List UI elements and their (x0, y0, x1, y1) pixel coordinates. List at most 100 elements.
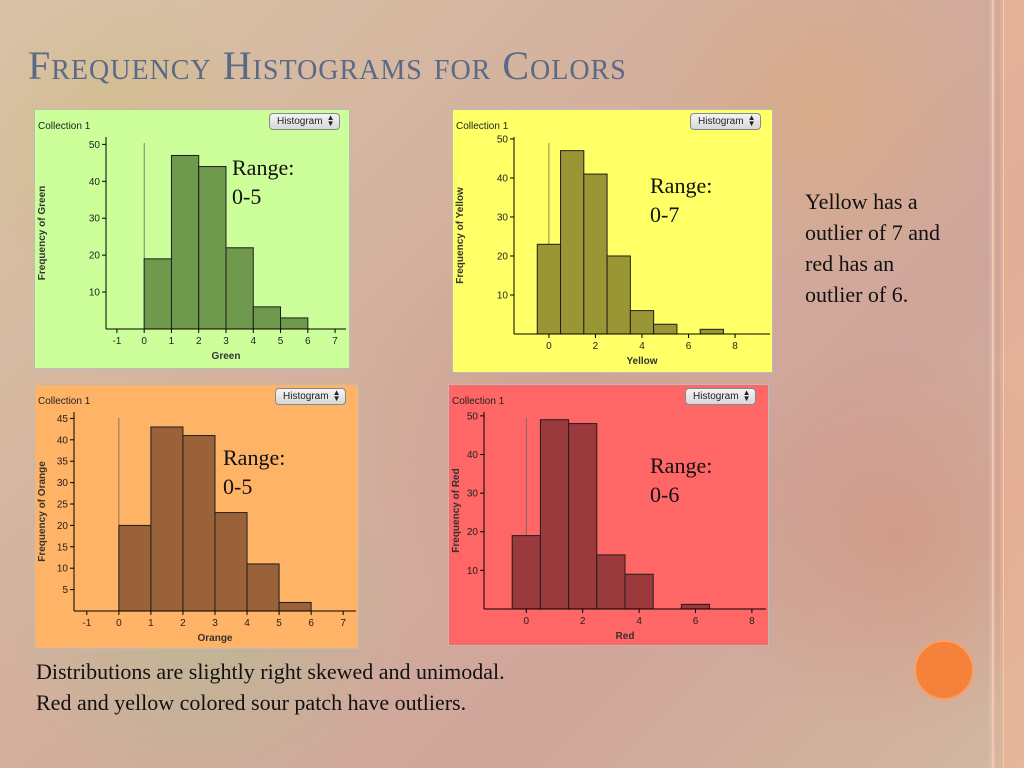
histogram-bar (143, 258, 172, 330)
y-tick-label: 30 (497, 212, 509, 223)
histogram-bar (596, 554, 626, 610)
x-tick-label: 2 (593, 341, 599, 352)
yellow-histogram-panel: Collection 1 10 20 30 40 50 0 2 4 6 8 Yellow Frequen… (452, 109, 773, 373)
histogram-bar (182, 435, 216, 612)
collection-label: Collection 1 (38, 396, 91, 407)
histogram-bar (560, 150, 585, 335)
y-tick-label: 5 (62, 585, 68, 596)
collection-label: Collection 1 (38, 121, 91, 132)
updown-arrow-icon: ▲ ▼ (326, 113, 335, 128)
histogram-menu-label: Histogram (277, 116, 323, 127)
range-label-line-2: 0-7 (650, 202, 680, 227)
x-tick-label: 3 (212, 618, 218, 629)
x-tick-label: 1 (148, 618, 154, 629)
range-label-line-1: Range: (650, 453, 713, 478)
histogram-bar (606, 255, 631, 335)
y-tick-label: 30 (57, 478, 69, 489)
right-border-line-thin (1003, 0, 1004, 768)
y-tick-label: 10 (497, 290, 509, 301)
histogram-bar (150, 426, 184, 612)
x-axis-label: Green (212, 351, 241, 362)
y-tick-label: 35 (57, 457, 69, 468)
summary-line-1: Distributions are slightly right skewed … (36, 659, 505, 684)
x-axis-label: Yellow (626, 356, 657, 367)
x-tick-label: 0 (141, 336, 147, 347)
histogram-menu-label: Histogram (693, 391, 739, 402)
histogram-bar (624, 573, 654, 610)
panel-frame (34, 384, 359, 649)
x-tick-label: 6 (308, 618, 314, 629)
range-label: Range: 0-6 (650, 451, 712, 509)
y-tick-label: 20 (497, 251, 509, 262)
range-label: Range: 0-5 (223, 443, 285, 501)
y-tick-label: 45 (57, 414, 69, 425)
y-tick-label: 50 (497, 134, 509, 145)
histogram-bar (629, 310, 655, 335)
y-tick-label: 30 (89, 214, 101, 225)
panel-frame (448, 384, 769, 646)
x-tick-label: -1 (112, 336, 121, 347)
x-tick-label: 2 (580, 616, 586, 627)
range-label: Range: 0-7 (650, 171, 712, 229)
y-axis-label: Frequency of Yellow (455, 187, 466, 284)
x-tick-label: 2 (180, 618, 186, 629)
y-axis-label: Frequency of Green (37, 186, 48, 280)
histogram-bar (653, 323, 678, 335)
x-tick-label: 4 (250, 336, 256, 347)
collection-label: Collection 1 (456, 121, 509, 132)
x-tick-label: 7 (340, 618, 346, 629)
x-tick-label: 0 (546, 341, 552, 352)
histogram-menu-button[interactable]: Histogram ▲ ▼ (275, 388, 346, 405)
panel-frame (452, 109, 773, 373)
right-border-decoration (988, 0, 1024, 768)
red-histogram-panel: Collection 1 10 20 30 40 50 0 2 4 6 8 Red Frequency … (448, 384, 769, 646)
panel-frame (34, 109, 350, 369)
updown-arrow-icon: ▲ ▼ (747, 113, 756, 128)
x-tick-label: 4 (636, 616, 642, 627)
y-tick-label: 10 (467, 566, 479, 577)
range-label-line-2: 0-5 (223, 474, 253, 499)
y-tick-label: 50 (89, 140, 101, 151)
histogram-bar (170, 154, 200, 330)
red-histogram: Collection 1 10 20 30 40 50 0 2 4 6 8 Red Frequency … (448, 384, 769, 646)
updown-arrow-icon: ▲ ▼ (742, 388, 751, 403)
x-tick-label: 4 (639, 341, 645, 352)
summary-text: Distributions are slightly right skewed … (36, 656, 505, 718)
histogram-menu-button[interactable]: Histogram ▲ ▼ (690, 113, 761, 130)
y-tick-label: 30 (467, 489, 479, 500)
range-label-line-1: Range: (223, 445, 286, 470)
x-tick-label: 2 (196, 336, 202, 347)
range-label-line-2: 0-6 (650, 482, 680, 507)
y-tick-label: 40 (89, 177, 101, 188)
orange-decoration-circle (914, 640, 974, 700)
y-tick-label: 10 (89, 288, 101, 299)
summary-line-2: Red and yellow colored sour patch have o… (36, 690, 467, 715)
y-axis-label: Frequency of Red (451, 468, 462, 552)
y-tick-label: 10 (57, 564, 69, 575)
y-tick-label: 40 (497, 173, 509, 184)
histogram-bar (680, 603, 711, 610)
y-axis-label: Frequency of Orange (37, 461, 48, 562)
x-tick-label: 6 (686, 341, 692, 352)
histogram-menu-button[interactable]: Histogram ▲ ▼ (685, 388, 756, 405)
yellow-histogram: Collection 1 10 20 30 40 50 0 2 4 6 8 Yellow Frequen… (452, 109, 773, 373)
histogram-menu-label: Histogram (698, 116, 744, 127)
x-axis-label: Red (616, 631, 635, 642)
histogram-bar (536, 243, 562, 335)
histogram-bar (583, 173, 608, 335)
histogram-bar (699, 328, 724, 335)
histogram-bar (568, 423, 598, 610)
right-border-line (992, 0, 994, 768)
x-tick-label: 4 (244, 618, 250, 629)
x-tick-label: 8 (732, 341, 738, 352)
x-tick-label: 5 (278, 336, 284, 347)
outlier-note: Yellow has a outlier of 7 and red has an… (805, 189, 941, 307)
histogram-bar (198, 166, 227, 330)
range-label-line-1: Range: (650, 173, 713, 198)
histogram-bar (252, 306, 282, 330)
histogram-menu-button[interactable]: Histogram ▲ ▼ (269, 113, 340, 130)
x-tick-label: 6 (693, 616, 699, 627)
x-tick-label: 6 (305, 336, 311, 347)
y-tick-label: 20 (57, 521, 69, 532)
range-label-line-1: Range: (232, 155, 295, 180)
